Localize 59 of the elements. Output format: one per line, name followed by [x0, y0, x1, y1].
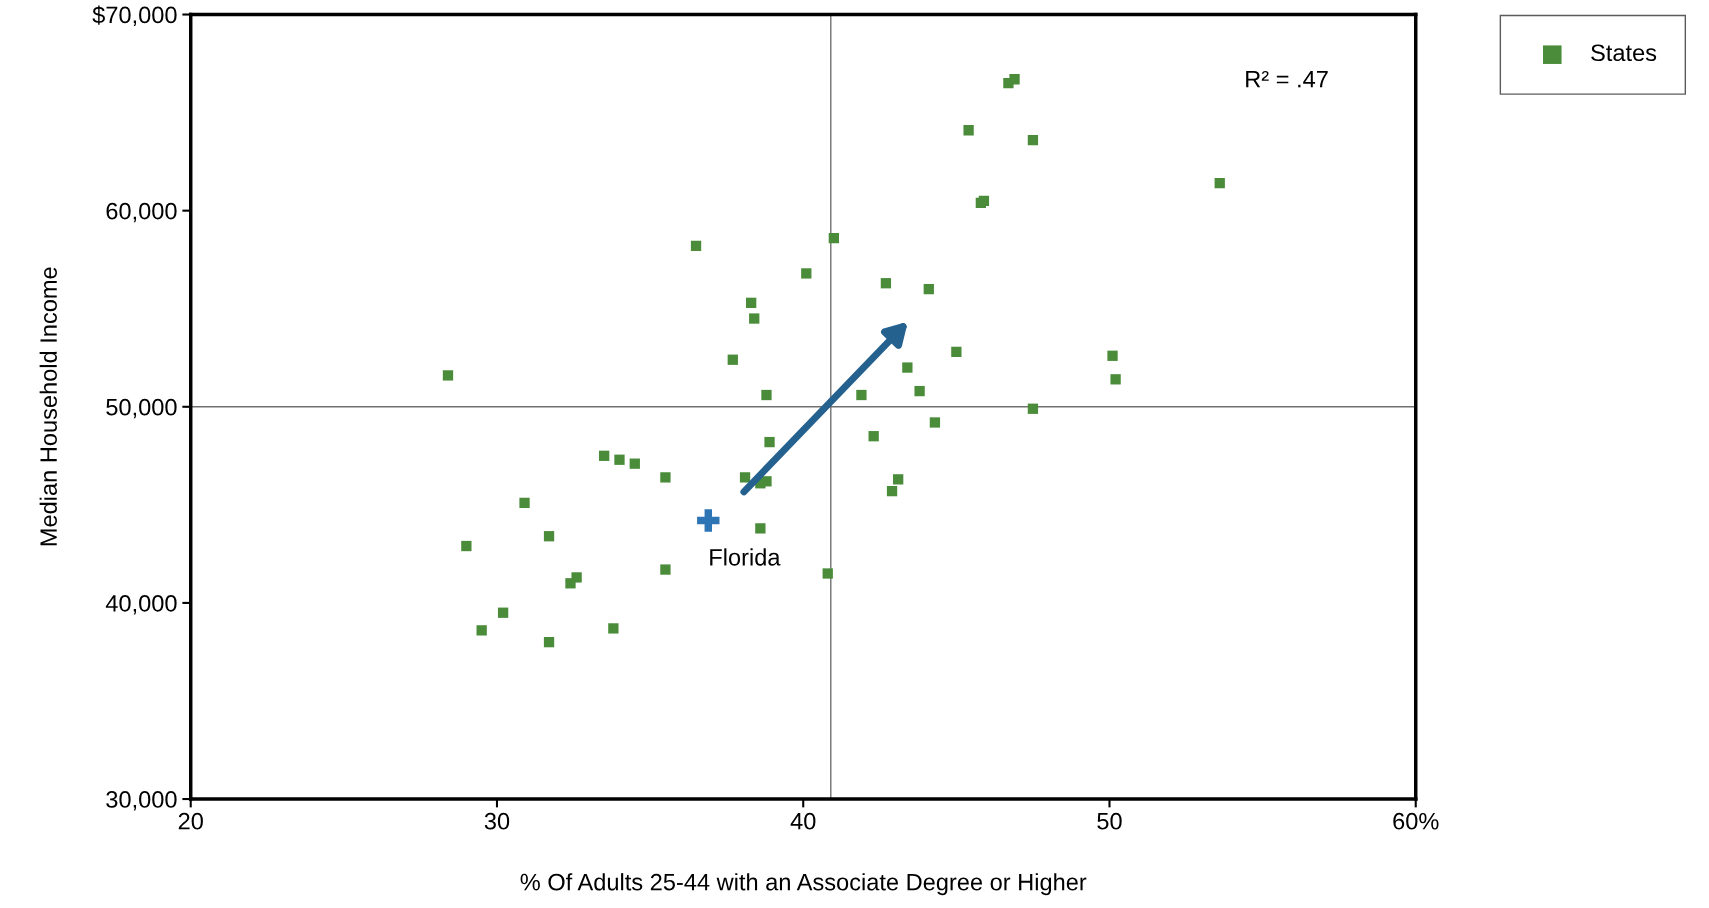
annotation: R² = .47 [1246, 70, 1328, 88]
y-tick-label: 40,000 [105, 594, 177, 615]
x-tick-label: 40 [790, 812, 816, 830]
point [1027, 403, 1039, 414]
point [543, 531, 555, 542]
point [893, 474, 904, 485]
y-tick-label: $70,000 [92, 5, 177, 27]
point [761, 476, 772, 487]
point [856, 389, 867, 401]
y-tick-label: 30,000 [106, 791, 177, 811]
point [951, 346, 962, 358]
point [1009, 74, 1020, 85]
point [828, 232, 840, 244]
point [727, 354, 738, 365]
point [476, 625, 487, 636]
point [764, 436, 775, 448]
y-axis-title: Median Household Income [39, 267, 57, 546]
point [963, 125, 974, 136]
x-tick-label: 50 [1097, 812, 1122, 830]
point [614, 454, 625, 465]
point [749, 313, 760, 324]
point [697, 509, 720, 532]
point [461, 540, 472, 552]
x-tick-label: 20 [178, 812, 203, 830]
point [739, 472, 751, 483]
annotation: Florida [710, 548, 781, 566]
point [880, 278, 892, 289]
point [746, 297, 757, 308]
point [923, 283, 934, 295]
point [822, 568, 833, 579]
point [599, 450, 610, 461]
point [519, 497, 530, 509]
point [660, 472, 671, 483]
point [1027, 134, 1039, 146]
x-tick-label: 60% [1393, 812, 1439, 830]
y-tick-label: 50,000 [106, 398, 177, 419]
point [755, 523, 766, 534]
point [929, 417, 941, 428]
point [442, 370, 454, 381]
point [608, 623, 619, 634]
point [497, 607, 509, 618]
point [868, 431, 879, 442]
point [1107, 350, 1118, 361]
point [543, 636, 555, 648]
point [629, 458, 640, 469]
x-axis-title: % Of Adults 25-44 with an Associate Degree or Higher [520, 873, 1087, 896]
point [660, 564, 671, 575]
point [1214, 178, 1225, 189]
point [761, 389, 772, 401]
point [914, 385, 925, 397]
legend-label: States [1591, 44, 1657, 62]
point [690, 240, 702, 252]
point [1110, 374, 1121, 385]
x-tick-label: 30 [484, 812, 510, 830]
y-tick-label: 60,000 [106, 202, 177, 223]
point [571, 572, 582, 583]
point [801, 268, 812, 279]
point [886, 485, 898, 497]
point [902, 362, 913, 373]
